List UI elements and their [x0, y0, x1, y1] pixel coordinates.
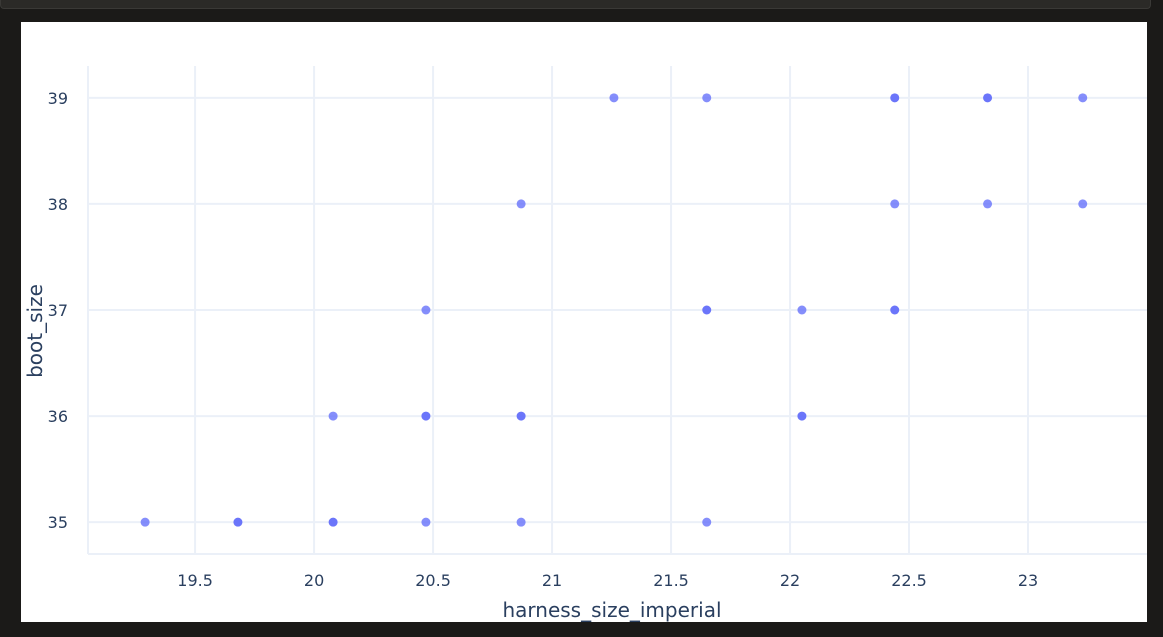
grid-lines [88, 66, 1147, 554]
axes [87, 66, 1147, 555]
data-point[interactable] [516, 199, 526, 209]
x-tick-label: 22 [780, 571, 800, 590]
x-axis-title: harness_size_imperial [502, 598, 721, 622]
x-tick-label: 22.5 [891, 571, 927, 590]
data-point[interactable] [1078, 199, 1088, 209]
data-point[interactable] [421, 517, 431, 527]
data-point[interactable] [702, 517, 712, 527]
x-tick-label: 23 [1018, 571, 1038, 590]
data-point[interactable] [797, 305, 807, 315]
chart-panel: 19.5 20 20.5 21 21.5 22 22.5 23 35 36 37 38 39 harn… [21, 22, 1147, 622]
data-point[interactable] [983, 93, 993, 103]
y-tick-label: 39 [48, 89, 68, 108]
y-axis-title: boot_size [23, 284, 47, 378]
y-tick-label: 35 [48, 513, 68, 532]
y-tick-label: 37 [48, 301, 68, 320]
x-tick-label: 20 [304, 571, 324, 590]
data-point[interactable] [1078, 93, 1088, 103]
y-tick-label: 38 [48, 195, 68, 214]
y-tick-label: 36 [48, 407, 68, 426]
data-point[interactable] [702, 305, 712, 315]
data-point[interactable] [328, 411, 338, 421]
data-point[interactable] [140, 517, 150, 527]
data-point[interactable] [983, 199, 993, 209]
scatter-chart[interactable]: 19.5 20 20.5 21 21.5 22 22.5 23 35 36 37 38 39 harn… [21, 22, 1147, 622]
window-top-bar [0, 0, 1151, 9]
data-point[interactable] [516, 517, 526, 527]
x-tick-label: 21 [542, 571, 562, 590]
data-point[interactable] [890, 199, 900, 209]
data-point[interactable] [421, 411, 431, 421]
data-point[interactable] [328, 517, 338, 527]
data-point[interactable] [609, 93, 619, 103]
data-point[interactable] [516, 411, 526, 421]
data-point[interactable] [702, 93, 712, 103]
data-point[interactable] [797, 411, 807, 421]
x-axis-ticks: 19.5 20 20.5 21 21.5 22 22.5 23 [177, 571, 1038, 590]
data-point[interactable] [421, 305, 431, 315]
data-point[interactable] [890, 305, 900, 315]
x-tick-label: 21.5 [653, 571, 689, 590]
y-axis-ticks: 35 36 37 38 39 [48, 89, 68, 532]
x-tick-label: 20.5 [415, 571, 451, 590]
data-point[interactable] [233, 517, 243, 527]
x-tick-label: 19.5 [177, 571, 213, 590]
data-point[interactable] [890, 93, 900, 103]
data-points[interactable] [140, 93, 1088, 527]
